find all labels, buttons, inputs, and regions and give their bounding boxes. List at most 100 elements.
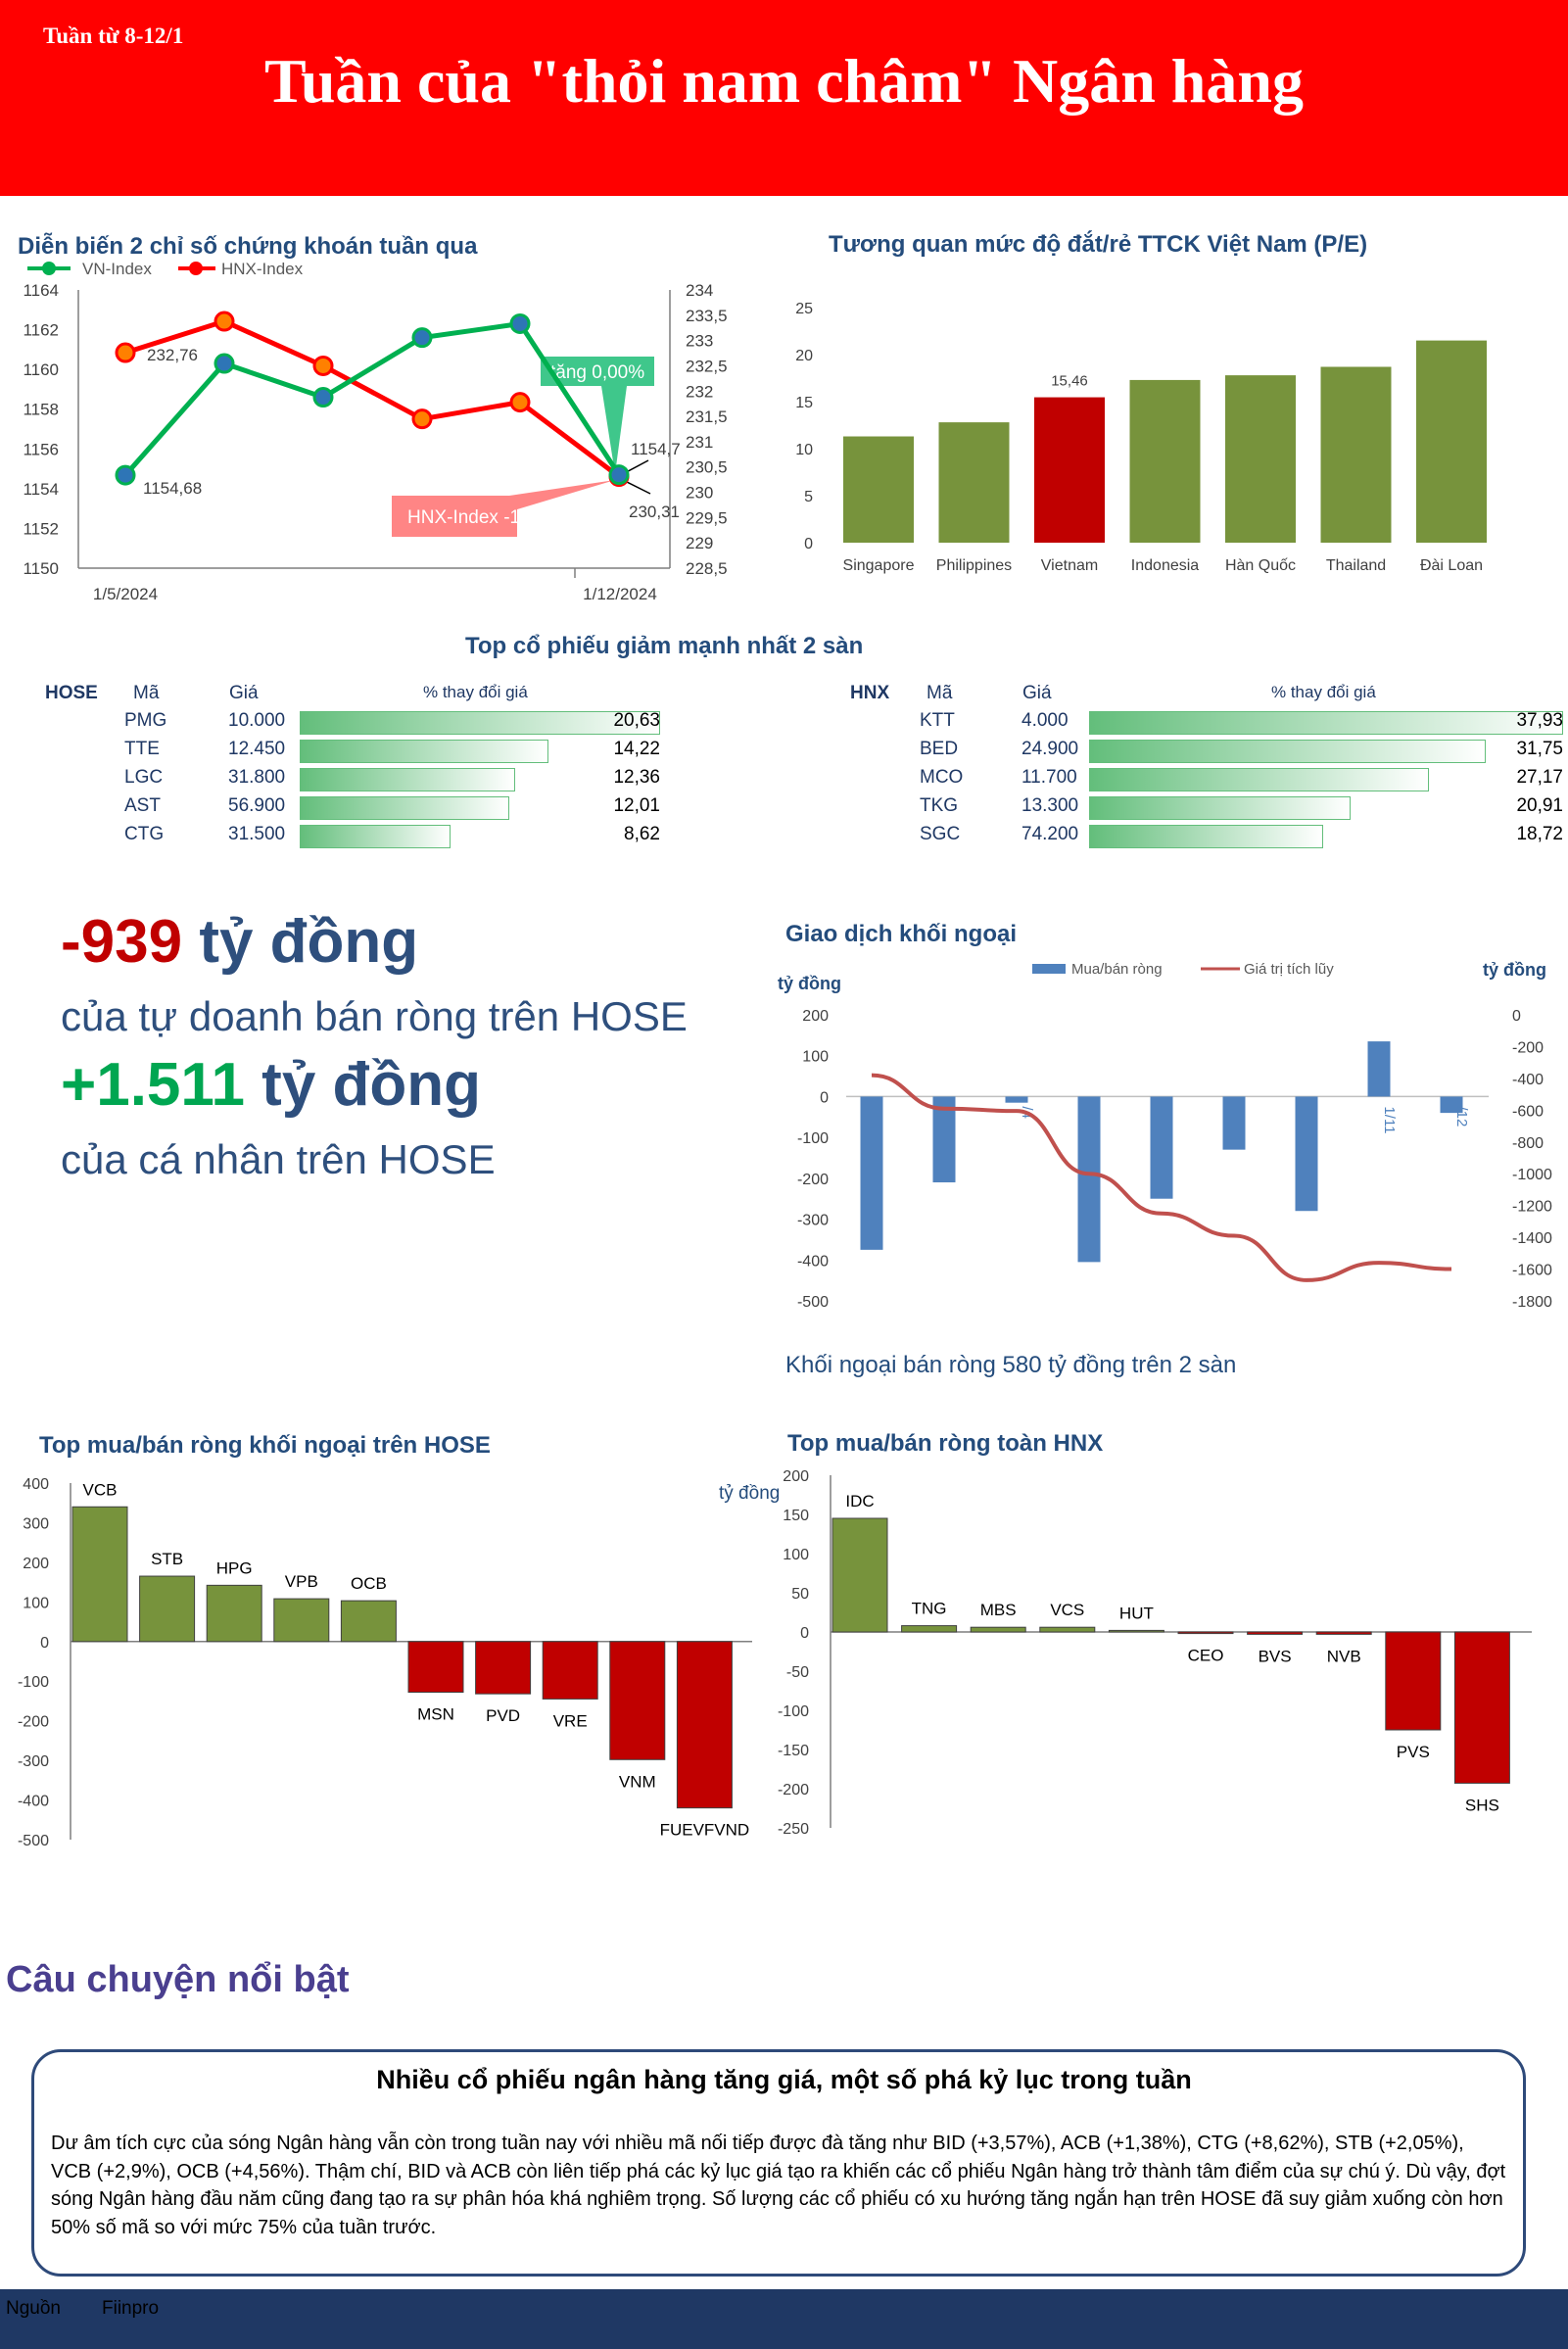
pe-tick-label: 15 — [795, 395, 813, 411]
y-tick-label: 200 — [23, 1556, 49, 1572]
pe-category-label: Thailand — [1326, 557, 1386, 574]
hose-exchange-label: HOSE — [45, 683, 98, 703]
foreign-net-bar — [1295, 1096, 1318, 1212]
pct-bar — [300, 711, 660, 735]
left-tick-label: 1156 — [23, 440, 59, 458]
hose-foreign-title: Top mua/bán ròng khối ngoại trên HOSE — [39, 1432, 491, 1459]
stock-code: BED — [920, 739, 959, 759]
foreign-x-label: /12 — [1453, 1106, 1470, 1127]
ticker-label: VCS — [1050, 1601, 1084, 1619]
foreign-left-tick: -100 — [797, 1130, 829, 1147]
hnx-index-line — [124, 318, 621, 479]
vn-point — [509, 312, 531, 334]
hnx-point — [411, 408, 433, 430]
pe-tick-label: 25 — [795, 301, 813, 317]
stock-code: TKG — [920, 795, 959, 816]
vn-point — [411, 327, 433, 349]
vn-index-line — [123, 320, 622, 477]
ticker-label: NVB — [1327, 1647, 1361, 1665]
y-tick-label: -400 — [18, 1794, 49, 1810]
ticker-label: VRE — [553, 1711, 588, 1730]
foreign-left-tick: 100 — [802, 1049, 829, 1066]
hnx-callout-shape — [392, 480, 615, 537]
ticker-label: CEO — [1188, 1647, 1224, 1665]
hnx-col-code: Mã — [927, 683, 953, 703]
net-trade-bar — [1247, 1631, 1304, 1635]
y-tick-label: -250 — [778, 1821, 809, 1838]
y-tick-label: -200 — [18, 1714, 49, 1731]
pe-bar — [1129, 379, 1201, 543]
pe-bar — [1034, 397, 1105, 543]
right-tick-label: 229 — [686, 534, 713, 552]
right-tick-label: 231,5 — [686, 407, 728, 426]
stock-price: 13.300 — [1022, 795, 1079, 816]
hnx-end-label: 230,31 — [629, 503, 680, 521]
vn-point — [312, 387, 334, 408]
left-tick-label: 1160 — [23, 360, 59, 379]
left-tick-label: 1158 — [23, 401, 59, 419]
hose-foreign-chart: 400 300 200 100 0 -100 -200 -300 -400 -500 VCB STB H… — [18, 1476, 752, 1849]
pe-tick-label: 20 — [795, 348, 813, 364]
foreign-net-bar — [1005, 1096, 1028, 1103]
stock-price: 56.900 — [228, 795, 286, 816]
ticker-label: VCB — [83, 1480, 118, 1499]
stock-code: TTE — [124, 739, 160, 759]
net-trade-bar — [970, 1626, 1026, 1633]
hose-col-pct: % thay đổi giá — [423, 683, 528, 701]
foreign-net-bar — [1077, 1096, 1101, 1263]
pct-value: 14,22 — [613, 739, 660, 759]
vn-legend-marker — [42, 262, 56, 275]
foreign-note: Khối ngoại bán ròng 580 tỷ đồng trên 2 s… — [785, 1352, 1237, 1378]
foreign-chart-title: Giao dịch khối ngoại — [785, 921, 1018, 947]
left-tick-label: 1154 — [23, 480, 59, 499]
net-trade-bar — [1108, 1629, 1164, 1633]
decliners-title: Top cổ phiếu giảm mạnh nhất 2 sàn — [465, 633, 864, 659]
foreign-net-bar — [1222, 1096, 1246, 1150]
hnx-point — [214, 311, 235, 332]
net-trade-bar — [71, 1506, 128, 1643]
net-trade-bar — [542, 1641, 598, 1700]
net-trade-bar — [273, 1598, 330, 1643]
net-trade-bar — [139, 1575, 196, 1643]
ticker-label: STB — [151, 1550, 183, 1568]
y-tick-label: 0 — [40, 1635, 49, 1652]
right-tick-label: 232 — [686, 382, 713, 401]
pe-bar — [843, 436, 914, 543]
net-trade-bar — [609, 1641, 666, 1760]
hose-col-code: Mã — [133, 683, 160, 703]
index-chart-title: Diễn biến 2 chỉ số chứng khoán tuần qua — [18, 233, 478, 260]
stock-price: 12.450 — [228, 739, 286, 759]
legend-vn: VN-Index — [82, 260, 152, 278]
ticker-label: TNG — [912, 1600, 947, 1618]
pct-bar — [1089, 796, 1351, 820]
foreign-right-tick: -600 — [1512, 1103, 1544, 1120]
right-tick-label: 228,5 — [686, 559, 728, 578]
foreign-left-tick: -500 — [797, 1294, 829, 1311]
y-tick-label: 200 — [783, 1468, 809, 1485]
stock-price: 31.500 — [228, 824, 286, 844]
net-trade-bar — [832, 1517, 888, 1633]
right-tick-label: 233,5 — [686, 307, 728, 325]
ticker-label: PVD — [486, 1706, 520, 1725]
pe-tick-label: 10 — [795, 442, 813, 458]
foreign-left-tick: -300 — [797, 1213, 829, 1229]
y-tick-label: -50 — [786, 1664, 809, 1681]
net-trade-bar — [1315, 1631, 1372, 1635]
individual-text: của cá nhân trên HOSE — [61, 1136, 496, 1182]
y-tick-label: 0 — [800, 1625, 809, 1642]
foreign-right-tick: -1600 — [1512, 1263, 1552, 1279]
pct-bar — [300, 796, 510, 820]
y-tick-label: -300 — [18, 1753, 49, 1770]
foreign-left-tick: -200 — [797, 1172, 829, 1188]
ticker-label: SHS — [1465, 1796, 1499, 1814]
stock-price: 4.000 — [1022, 710, 1069, 731]
hnx-exchange-label: HNX — [850, 683, 890, 703]
vn-callout-text: tăng 0,00% — [550, 362, 644, 383]
right-tick-label: 231 — [686, 433, 713, 452]
hnx-point — [509, 392, 531, 413]
stock-code: AST — [124, 795, 161, 816]
pct-bar — [300, 740, 548, 763]
footer-source-label: Nguồn — [6, 2298, 61, 2319]
vn-start-label: 1154,68 — [143, 479, 202, 498]
left-tick-label: 1152 — [23, 519, 59, 538]
